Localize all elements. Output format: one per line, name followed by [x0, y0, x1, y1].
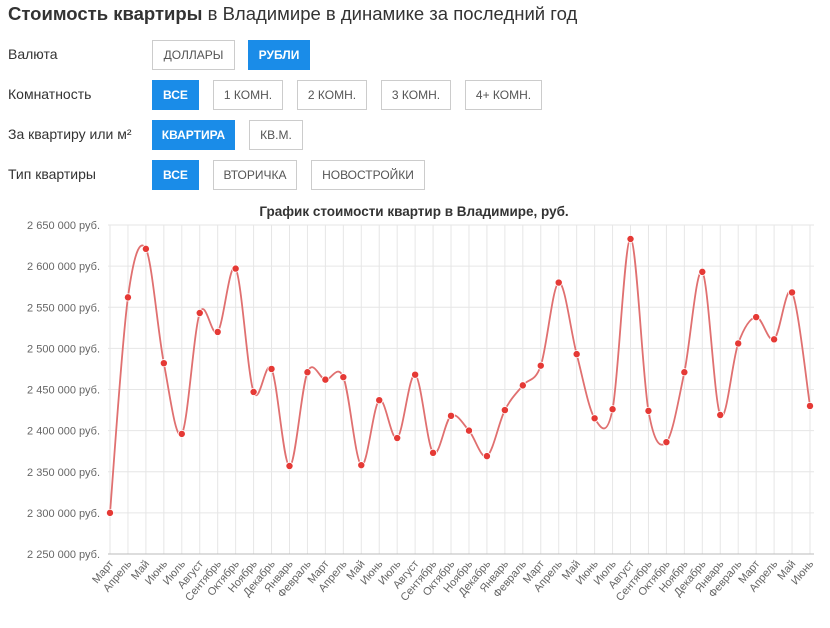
data-point [644, 406, 653, 415]
data-points [106, 234, 815, 517]
data-point [608, 405, 617, 414]
unit-option-apartment[interactable]: Квартира [152, 120, 235, 150]
price-chart: График стоимости квартир в Владимире, ру… [27, 204, 816, 604]
data-point [321, 375, 330, 384]
currency-option-rubles[interactable]: Рубли [248, 40, 310, 70]
data-point [500, 406, 509, 415]
data-point [554, 278, 563, 287]
data-point [267, 364, 276, 373]
filter-rooms: Комнатность Все 1 комн. 2 комн. 3 комн. … [8, 80, 828, 110]
data-point [806, 401, 815, 410]
data-point [770, 335, 779, 344]
type-option-secondary[interactable]: Вторичка [213, 160, 297, 190]
filter-unit: За квартиру или м² Квартира кв.м. [8, 120, 828, 150]
y-tick-label: 2 400 000 руб. [27, 426, 100, 438]
y-axis: 2 250 000 руб. 2 300 000 руб. 2 350 000 ру… [27, 220, 100, 561]
y-tick-label: 2 250 000 руб. [27, 549, 100, 561]
y-tick-label: 2 650 000 руб. [27, 220, 100, 232]
data-point [447, 411, 456, 420]
rooms-option-3[interactable]: 3 комн. [381, 80, 451, 110]
data-point [393, 434, 402, 443]
data-point [572, 350, 581, 359]
filter-type: Тип квартиры Все Вторичка Новостройки [8, 160, 828, 190]
data-point [716, 410, 725, 419]
filter-rooms-label: Комнатность [8, 86, 92, 102]
data-point [626, 234, 635, 243]
page-title-bold: Стоимость квартиры [8, 3, 203, 24]
currency-option-dollars[interactable]: Доллары [152, 40, 235, 70]
y-tick-label: 2 450 000 руб. [27, 385, 100, 397]
data-point [106, 508, 115, 517]
data-point [285, 461, 294, 470]
page-title: Стоимость квартиры в Владимире в динамик… [8, 3, 577, 25]
data-point [303, 368, 312, 377]
filter-currency: Валюта Доллары Рубли [8, 40, 828, 70]
filter-currency-label: Валюта [8, 46, 58, 62]
chart-title: График стоимости квартир в Владимире, ру… [259, 204, 568, 219]
data-point [249, 387, 258, 396]
chart-grid [108, 224, 814, 555]
rooms-option-all[interactable]: Все [152, 80, 199, 110]
data-point [429, 448, 438, 457]
y-tick-label: 2 550 000 руб. [27, 302, 100, 314]
data-point [357, 461, 366, 470]
y-tick-label: 2 300 000 руб. [27, 508, 100, 520]
type-option-new[interactable]: Новостройки [311, 160, 425, 190]
data-point [339, 373, 348, 382]
filter-unit-label: За квартиру или м² [8, 126, 132, 142]
page-title-rest: в Владимире в динамике за последний год [202, 3, 578, 24]
data-point [159, 359, 168, 368]
data-point [177, 429, 186, 438]
data-point [411, 370, 420, 379]
data-point [698, 267, 707, 276]
y-tick-label: 2 600 000 руб. [27, 261, 100, 273]
data-point [662, 438, 671, 447]
data-point [680, 368, 689, 377]
data-point [141, 244, 150, 253]
y-tick-label: 2 500 000 руб. [27, 343, 100, 355]
rooms-option-2[interactable]: 2 комн. [297, 80, 367, 110]
data-point [518, 381, 527, 390]
data-point [213, 327, 222, 336]
data-point [231, 264, 240, 273]
data-point [536, 361, 545, 370]
data-point [590, 414, 599, 423]
data-point [734, 339, 743, 348]
data-point [195, 309, 204, 318]
unit-option-sqm[interactable]: кв.м. [249, 120, 303, 150]
y-tick-label: 2 350 000 руб. [27, 467, 100, 479]
data-point [464, 426, 473, 435]
data-point [123, 293, 132, 302]
data-point [375, 396, 384, 405]
rooms-option-1[interactable]: 1 комн. [213, 80, 283, 110]
filter-type-label: Тип квартиры [8, 166, 96, 182]
rooms-option-4plus[interactable]: 4+ комн. [465, 80, 542, 110]
data-point [788, 288, 797, 297]
data-point [752, 313, 761, 322]
x-axis: МартАпрельМайИюньИюльАвгустСентябрьОктяб… [90, 558, 816, 604]
type-option-all[interactable]: Все [152, 160, 199, 190]
data-point [482, 452, 491, 461]
